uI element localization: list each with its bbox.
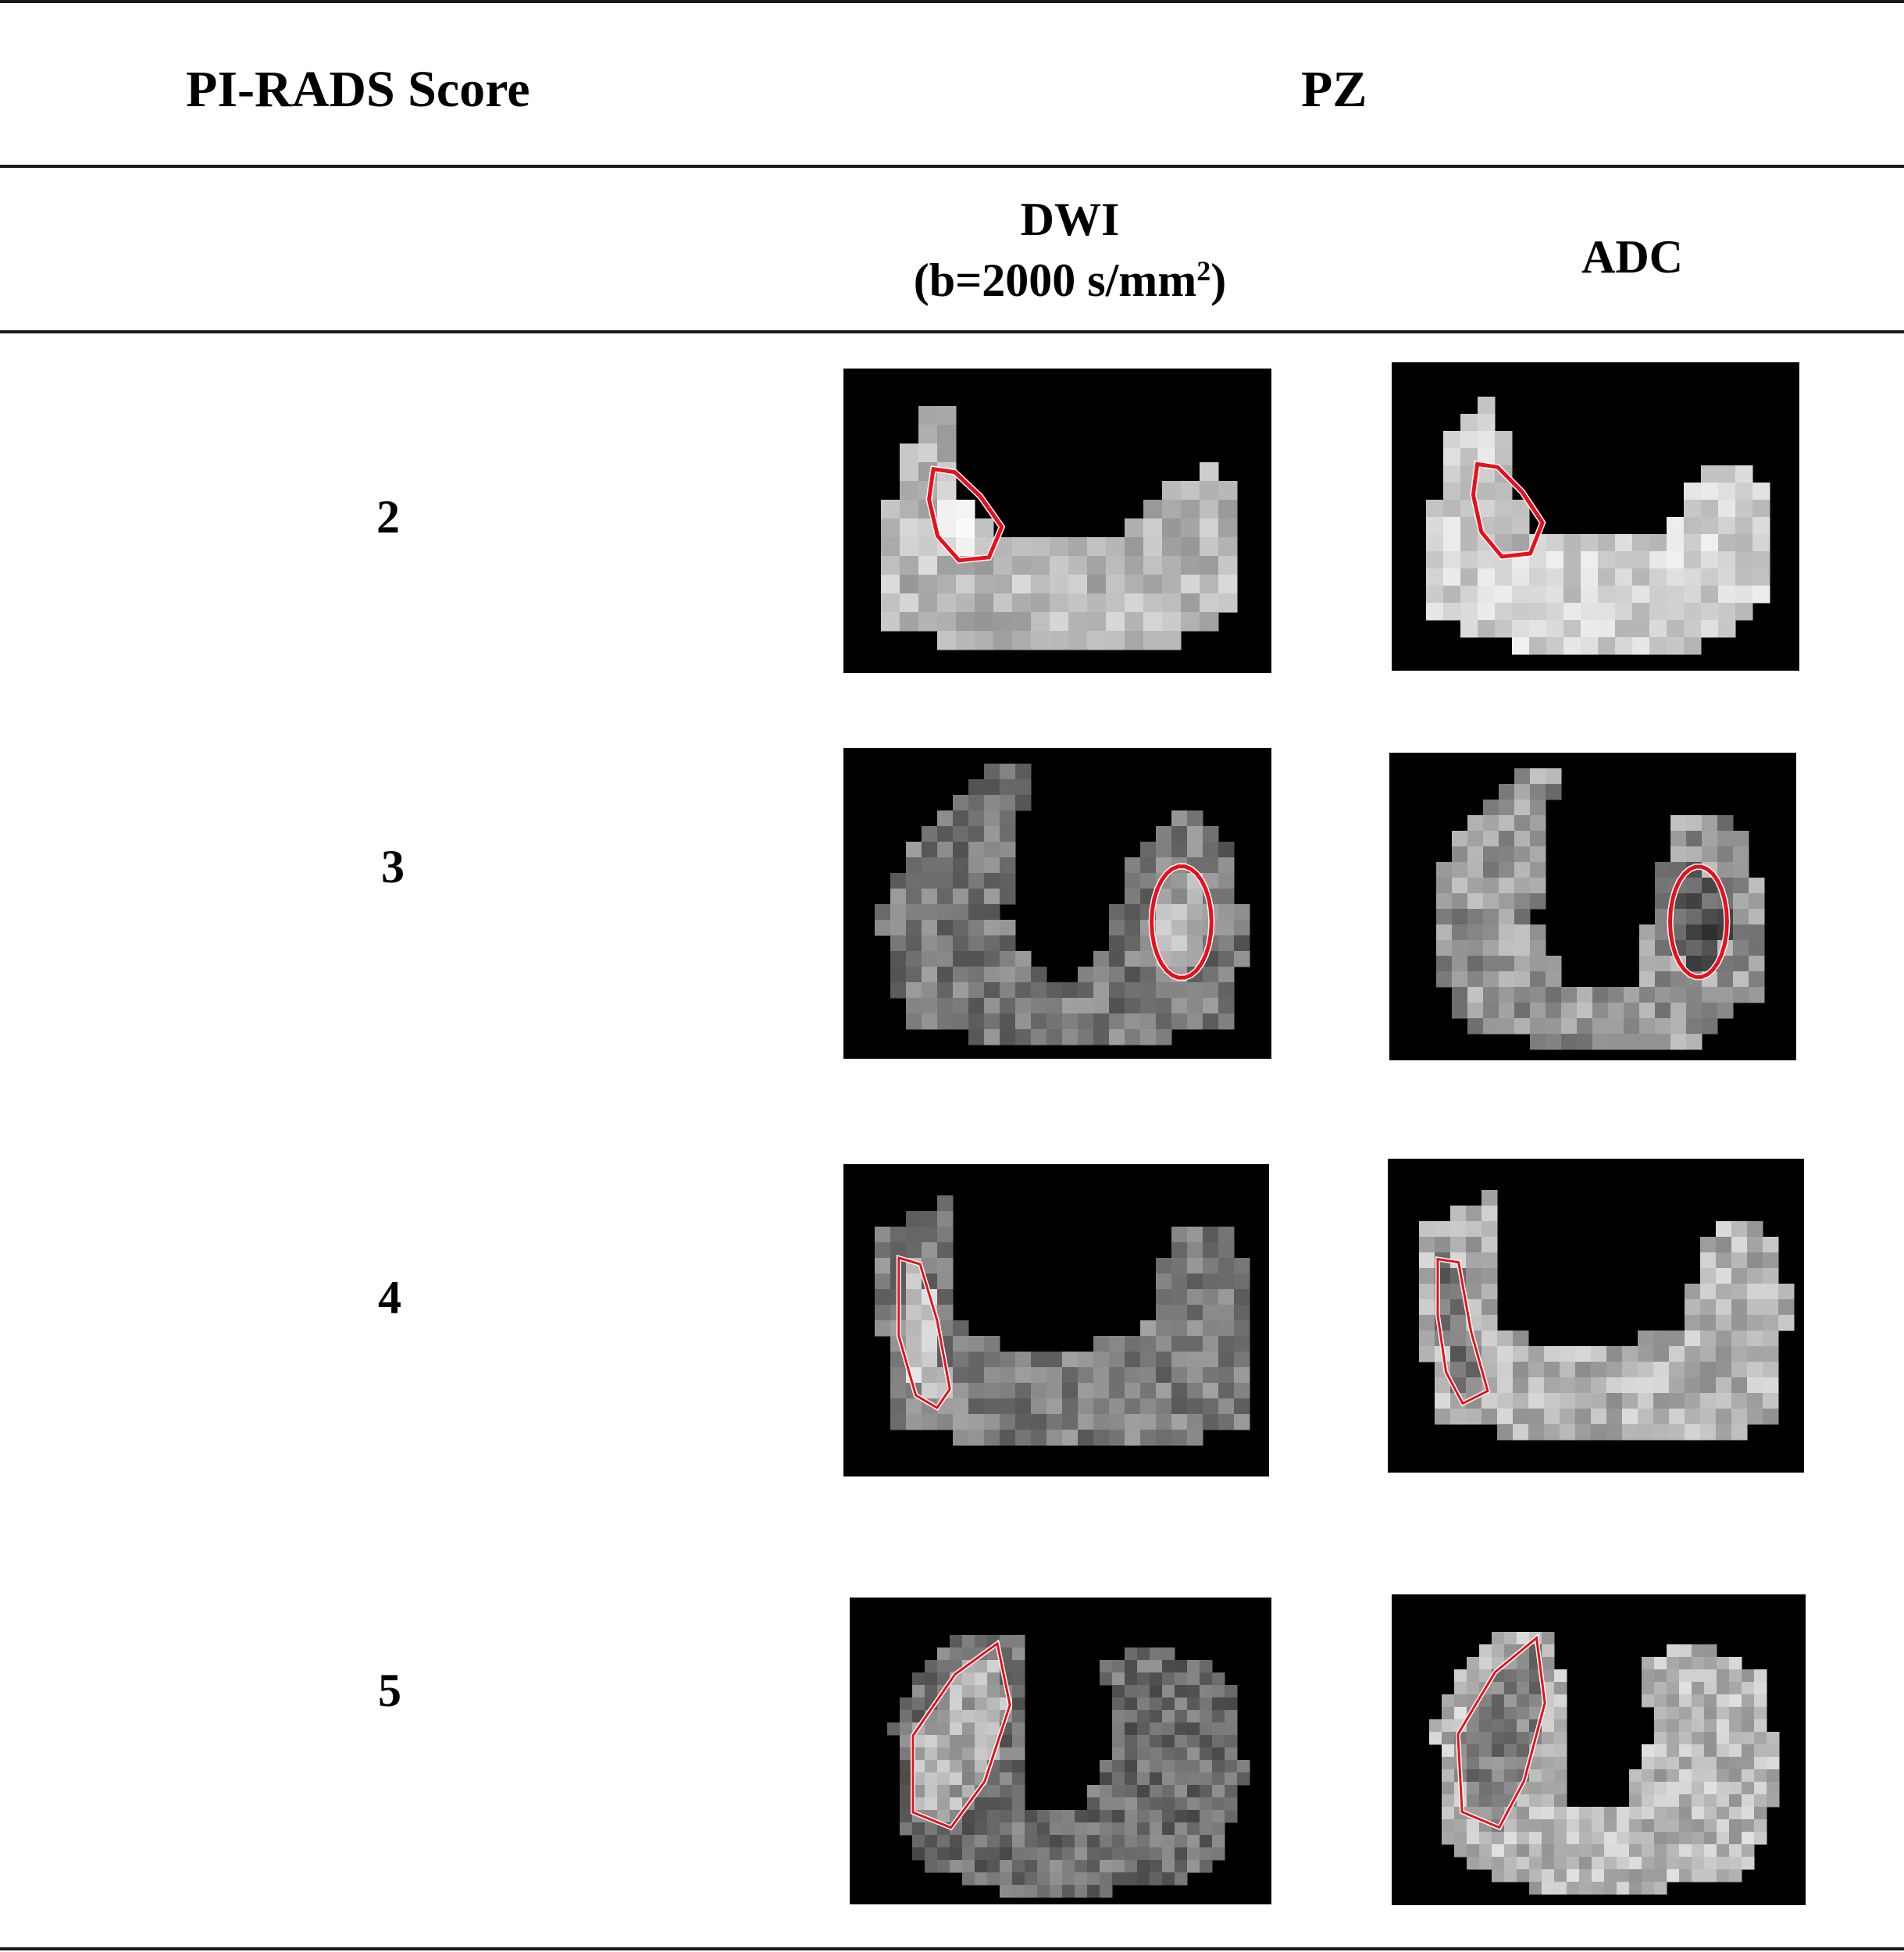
- adc-image-score-3-canvas: [1436, 768, 1765, 1050]
- adc-image-score-2-canvas: [1426, 397, 1770, 655]
- column-header-score: PI-RADS Score: [186, 61, 530, 118]
- adc-image-score-3: [1389, 753, 1796, 1060]
- adc-image-score-5-pixels: [1429, 1632, 1780, 1895]
- adc-image-score-5-roi-outline: [1457, 1635, 1546, 1829]
- adc-image-score-5: [1392, 1594, 1806, 1905]
- dwi-image-score-3-canvas: [875, 764, 1250, 1045]
- adc-image-score-3-pixels: [1436, 768, 1765, 1050]
- dwi-image-score-3-pixels: [875, 764, 1250, 1045]
- table-bottom-rule: [0, 1947, 1904, 1950]
- dwi-image-score-5-pixels: [887, 1635, 1250, 1898]
- score-label-4: 4: [378, 1272, 401, 1323]
- dwi-image-score-2: [843, 369, 1271, 673]
- dwi-image-score-4-canvas: [875, 1195, 1250, 1446]
- subheader-rule: [0, 330, 1904, 333]
- adc-image-score-2-roi-outline: [1471, 461, 1545, 559]
- column-header-dwi: DWI (b=2000 s/mm2): [843, 189, 1296, 311]
- adc-image-score-4-canvas: [1419, 1190, 1795, 1441]
- adc-image-score-5-canvas: [1429, 1632, 1780, 1895]
- dwi-image-score-5-canvas: [887, 1635, 1250, 1898]
- header-rule: [0, 165, 1904, 168]
- adc-image-score-3-roi-outline: [1667, 864, 1729, 979]
- dwi-image-score-4-roi-outline: [897, 1256, 951, 1410]
- dwi-image-score-2-canvas: [881, 406, 1238, 650]
- dwi-image-score-5: [850, 1598, 1271, 1904]
- dwi-image-score-4-pixels: [875, 1195, 1250, 1446]
- dwi-image-score-3-roi-outline: [1150, 864, 1214, 980]
- score-label-3: 3: [381, 841, 405, 892]
- score-label-5: 5: [378, 1665, 401, 1716]
- score-label-2: 2: [376, 491, 400, 543]
- dwi-image-score-5-roi-outline: [911, 1641, 1011, 1829]
- column-header-zone: PZ: [1301, 61, 1367, 118]
- adc-image-score-4-roi-outline: [1436, 1257, 1489, 1405]
- column-header-adc: ADC: [1581, 231, 1683, 283]
- adc-image-score-4-pixels: [1419, 1190, 1795, 1441]
- adc-image-score-2-pixels: [1426, 397, 1770, 655]
- table-top-rule: [0, 0, 1904, 3]
- dwi-image-score-2-roi-outline: [927, 466, 1004, 563]
- dwi-label: DWI: [1020, 194, 1120, 245]
- adc-image-score-4: [1388, 1159, 1804, 1473]
- dwi-image-score-4: [843, 1164, 1269, 1476]
- dwi-image-score-3: [843, 748, 1271, 1059]
- adc-image-score-2: [1392, 362, 1799, 671]
- dwi-parameter: (b=2000 s/mm2): [913, 255, 1227, 306]
